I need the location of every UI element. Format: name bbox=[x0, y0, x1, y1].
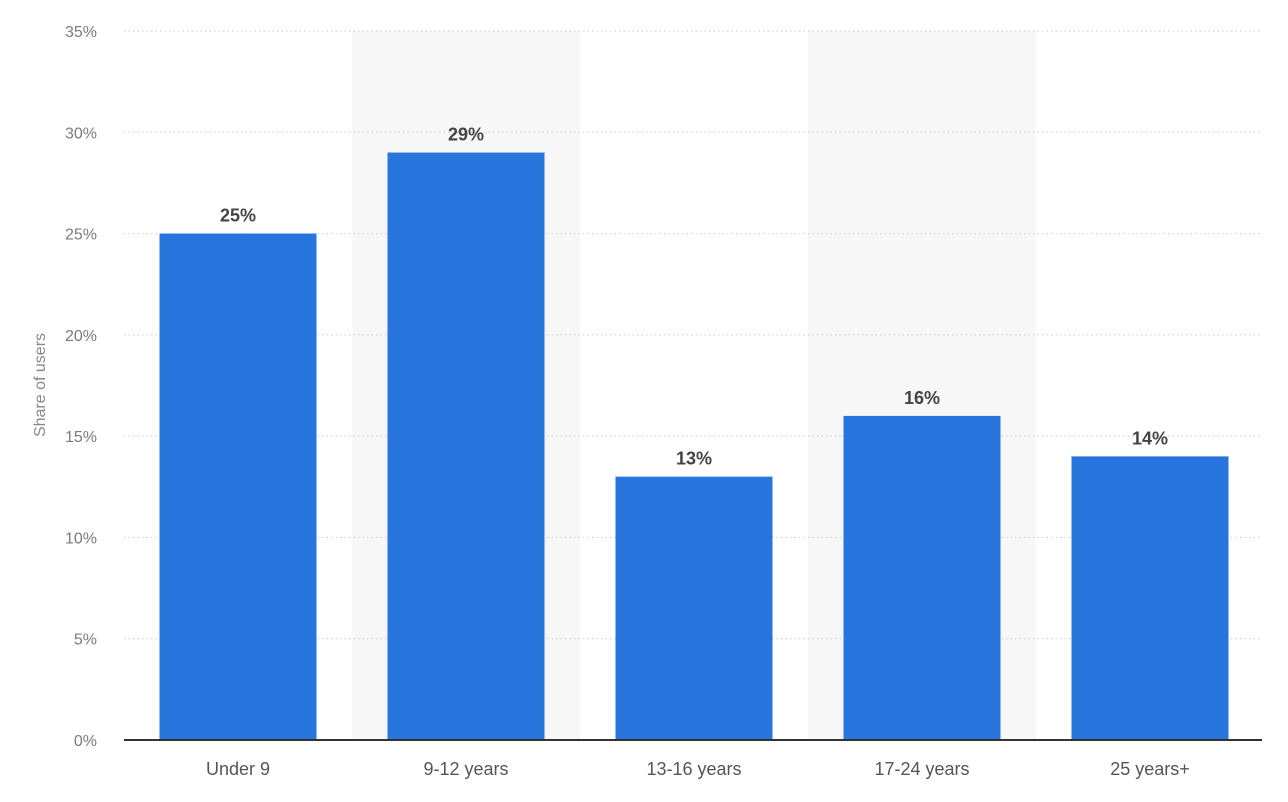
bar-value-label: 29% bbox=[448, 125, 484, 145]
y-tick-label: 35% bbox=[65, 24, 97, 41]
y-tick-label: 20% bbox=[65, 328, 97, 345]
bar[interactable] bbox=[615, 476, 773, 740]
x-tick-label: 17-24 years bbox=[874, 759, 969, 779]
bar-value-label: 25% bbox=[220, 206, 256, 226]
x-tick-label: Under 9 bbox=[206, 759, 270, 779]
bar[interactable] bbox=[159, 233, 317, 741]
bars bbox=[159, 152, 1229, 741]
bar-value-label: 16% bbox=[904, 388, 940, 408]
y-tick-label: 30% bbox=[65, 125, 97, 142]
bar[interactable] bbox=[387, 152, 545, 741]
y-tick-label: 15% bbox=[65, 429, 97, 446]
y-axis-ticks: 0% 5% 10% 15% 20% 25% 30% 35% bbox=[65, 24, 97, 750]
y-axis-label: Share of users bbox=[32, 333, 49, 437]
bar-value-label: 13% bbox=[676, 449, 712, 469]
y-tick-label: 10% bbox=[65, 530, 97, 547]
bar[interactable] bbox=[843, 415, 1001, 740]
bar[interactable] bbox=[1071, 456, 1229, 740]
x-tick-label: 13-16 years bbox=[646, 759, 741, 779]
x-axis-ticks: Under 9 9-12 years 13-16 years 17-24 years 2… bbox=[206, 759, 1190, 779]
y-tick-label: 25% bbox=[65, 227, 97, 244]
y-tick-label: 5% bbox=[74, 632, 97, 649]
x-tick-label: 25 years+ bbox=[1110, 759, 1190, 779]
data-labels: 25% 29% 13% 16% 14% bbox=[220, 125, 1168, 469]
x-tick-label: 9-12 years bbox=[423, 759, 508, 779]
bar-value-label: 14% bbox=[1132, 428, 1168, 448]
y-tick-label: 0% bbox=[74, 733, 97, 750]
